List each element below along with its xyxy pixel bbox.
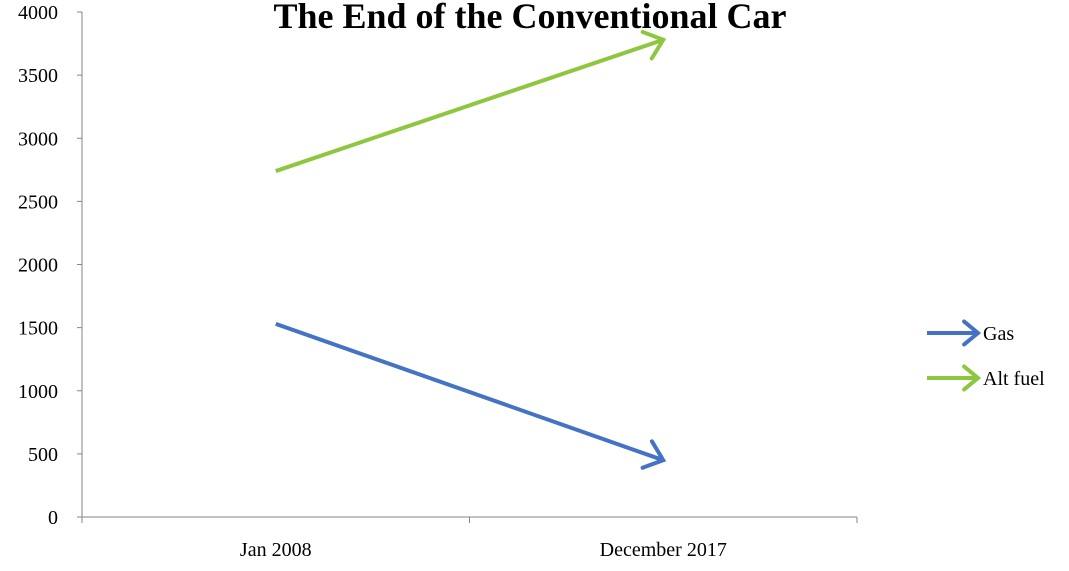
y-tick-label: 2000 (18, 255, 58, 277)
x-tick-label: Jan 2008 (240, 539, 312, 561)
y-tick-label: 1000 (18, 381, 58, 403)
y-tick-label: 1500 (18, 318, 58, 340)
axes: 0 500 1000 1500 2000 2500 3000 3500 4000 Jan 2008… (18, 2, 858, 561)
series-arrowhead-gas (640, 439, 667, 470)
y-tick-label: 3500 (18, 65, 58, 87)
series-line-alt-fuel (275, 37, 664, 173)
chart-title: The End of the Conventional Car (273, 0, 786, 36)
series-line-gas (275, 321, 664, 463)
x-tick-label: December 2017 (600, 539, 727, 561)
y-tick-label: 4000 (18, 2, 58, 24)
series-arrowhead-alt-fuel (640, 29, 667, 61)
legend-label-alt-fuel: Alt fuel (983, 368, 1045, 390)
series-lines (275, 29, 667, 470)
y-tick-label: 500 (28, 444, 58, 466)
legend: Gas Alt fuel (927, 319, 1045, 392)
legend-arrowhead-gas (962, 319, 982, 347)
y-tick-label: 0 (48, 507, 58, 529)
y-tick-label: 3000 (18, 128, 58, 150)
legend-label-gas: Gas (983, 323, 1014, 345)
legend-arrowhead-alt-fuel (962, 364, 982, 392)
y-tick-label: 2500 (18, 191, 58, 213)
